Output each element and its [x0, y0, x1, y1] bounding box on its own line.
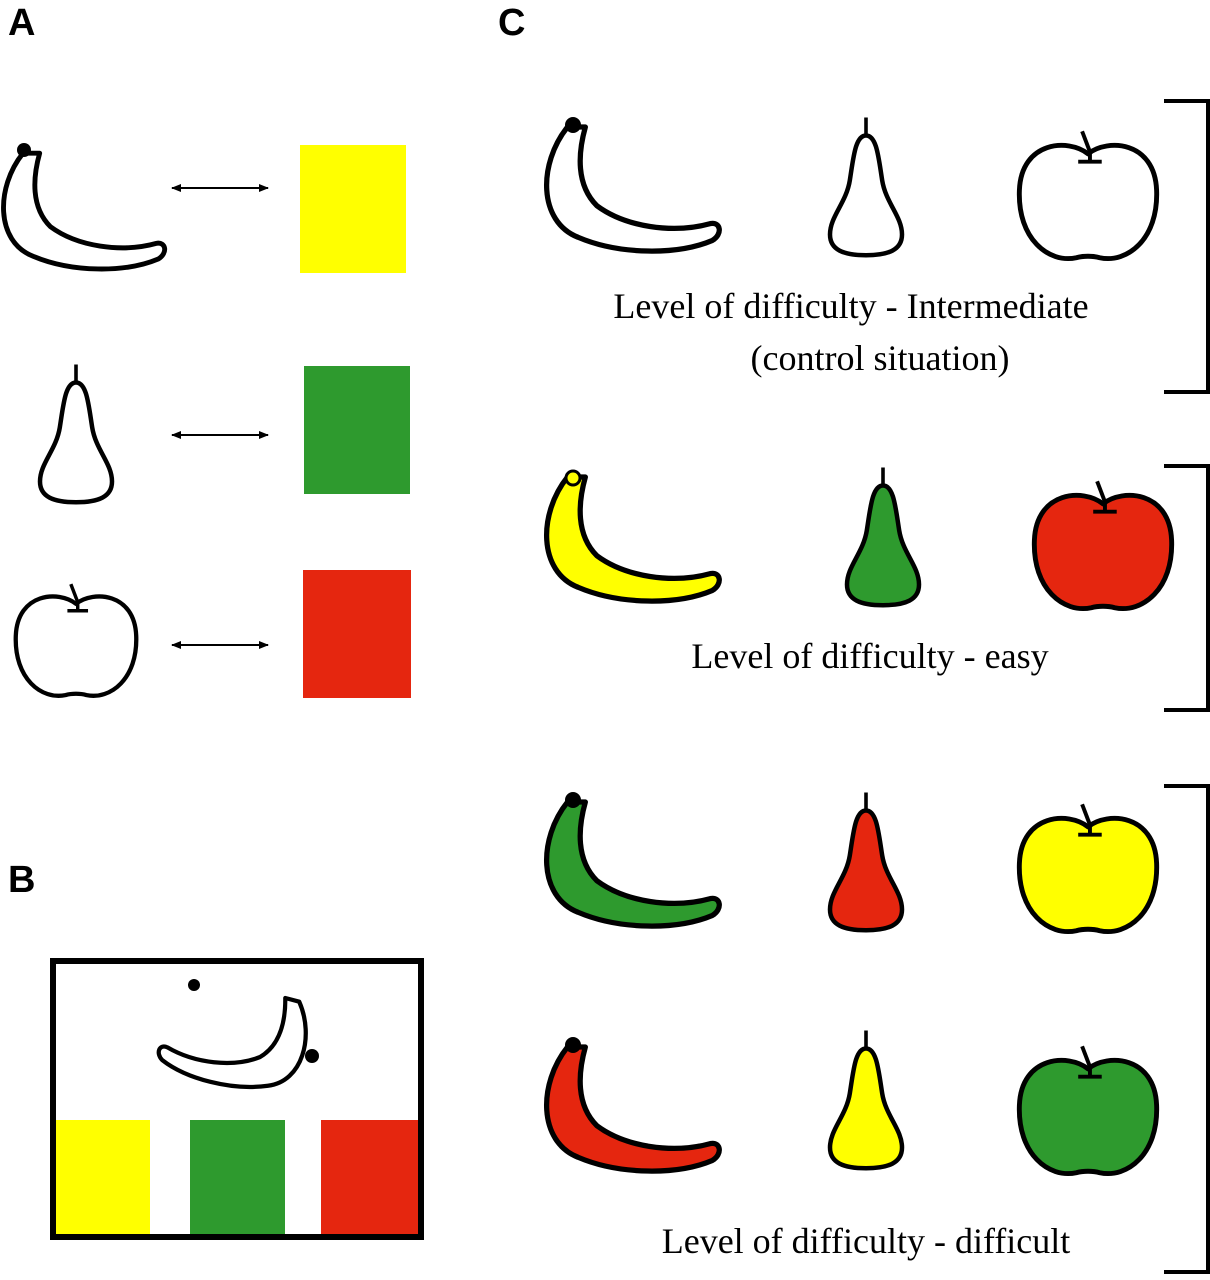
banana-tip-icon — [565, 1037, 581, 1053]
green-color-swatch — [304, 366, 410, 494]
yellow-color-swatch — [300, 145, 406, 273]
banana-icon — [547, 1047, 720, 1171]
red-color-swatch — [303, 570, 411, 698]
pair-pear-green — [40, 365, 410, 503]
banana-icon — [547, 802, 720, 926]
panel-c-label: C — [498, 2, 525, 44]
pair-apple-red — [16, 570, 411, 698]
row-difficult-1 — [547, 792, 1157, 932]
pear-icon — [40, 365, 112, 503]
banana-tip-icon — [565, 792, 581, 808]
apple-icon — [1019, 131, 1156, 258]
pear-icon — [847, 468, 919, 606]
group-bracket — [1164, 784, 1210, 1274]
panel-b-label: B — [8, 859, 35, 901]
difficult-caption: Level of difficulty - difficult — [662, 1221, 1071, 1261]
apple-icon — [1019, 804, 1156, 931]
intermediate-caption-line1: Level of difficulty - Intermediate — [613, 286, 1088, 326]
panel-a-label: A — [8, 2, 35, 44]
banana-tip-icon — [564, 469, 582, 487]
banana-icon — [547, 127, 720, 251]
easy-caption: Level of difficulty - easy — [691, 636, 1048, 676]
banana-icon — [547, 477, 720, 601]
banana-tip-icon — [305, 1049, 319, 1063]
group-bracket — [1164, 464, 1210, 712]
green-choice-box[interactable] — [190, 1120, 285, 1234]
intermediate-caption-line2: (control situation) — [751, 338, 1010, 378]
banana-tip-icon — [17, 143, 31, 157]
apple-icon — [1019, 1046, 1156, 1173]
yellow-choice-box[interactable] — [56, 1120, 150, 1234]
pear-icon — [830, 118, 902, 256]
panel-b — [50, 958, 424, 1240]
banana-icon — [4, 153, 165, 269]
red-choice-box[interactable] — [321, 1120, 418, 1234]
pair-banana-yellow — [4, 143, 406, 273]
banana-tip-icon — [565, 117, 581, 133]
row-difficult-2 — [547, 1031, 1157, 1174]
group-bracket — [1164, 99, 1210, 394]
pear-icon — [830, 1031, 902, 1169]
row-easy: Level of difficulty - easy — [547, 464, 1210, 712]
apple-icon — [1034, 481, 1171, 608]
apple-icon — [16, 584, 137, 696]
row-intermediate: Level of difficulty - Intermediate (cont… — [547, 99, 1210, 394]
pear-icon — [830, 793, 902, 931]
panel-c: Level of difficulty - Intermediate (cont… — [547, 99, 1210, 1274]
banana-stem-icon — [188, 979, 200, 991]
panel-a — [4, 143, 411, 698]
